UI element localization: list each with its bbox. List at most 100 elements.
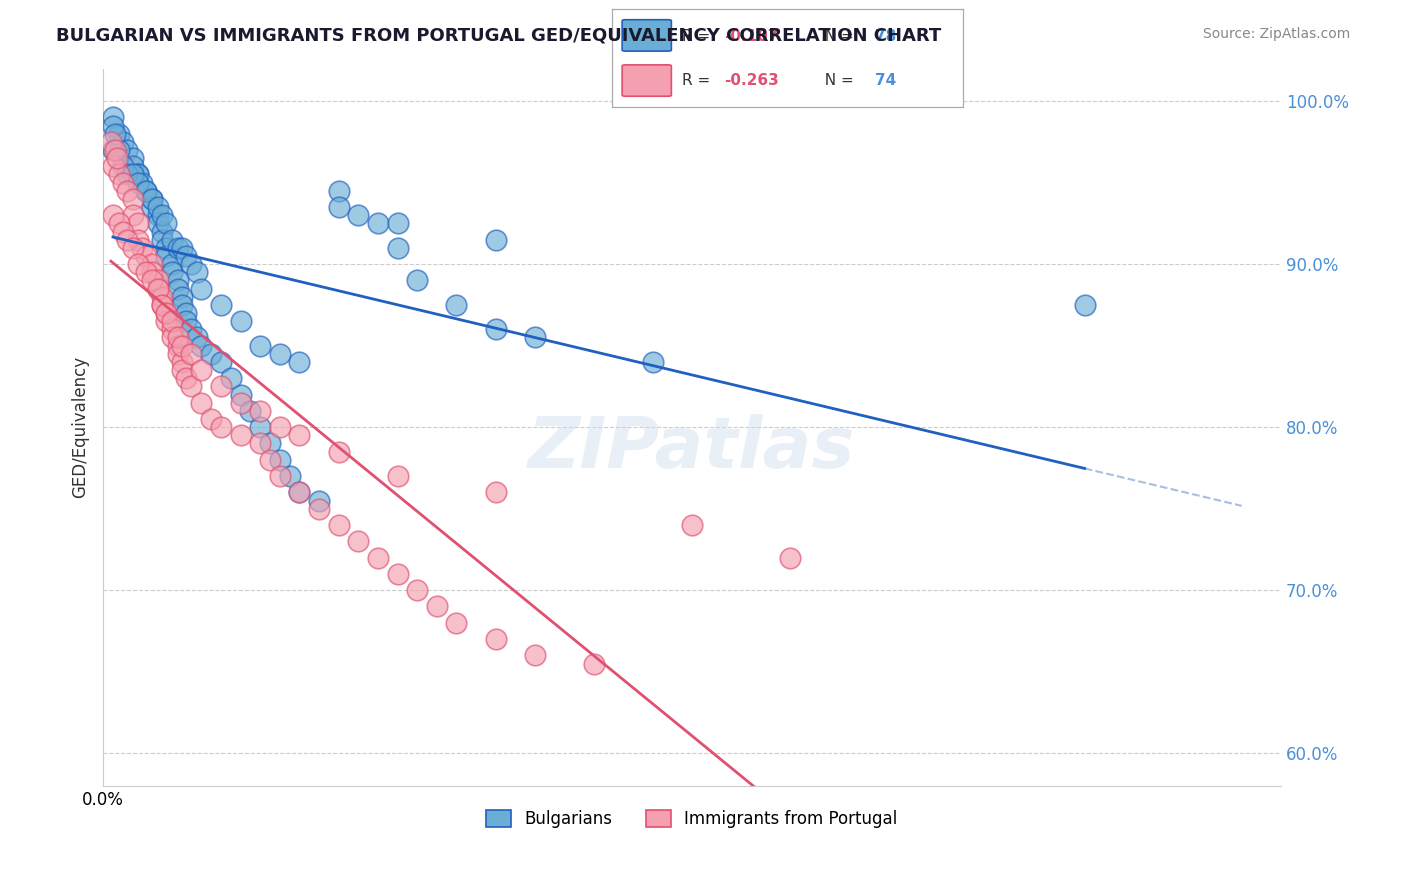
Point [229, 314, 252, 328]
Point [209, 298, 232, 312]
Text: 74: 74 [876, 73, 897, 88]
Point [150, 208, 173, 222]
Point [127, 233, 149, 247]
Point [121, 192, 143, 206]
Point [121, 208, 143, 222]
Point [150, 290, 173, 304]
Point [135, 265, 157, 279]
Point [269, 452, 291, 467]
Point [367, 216, 389, 230]
Point [121, 168, 143, 182]
Point [200, 412, 222, 426]
FancyBboxPatch shape [621, 65, 672, 96]
Point [288, 355, 311, 369]
Point [170, 290, 193, 304]
Point [278, 469, 301, 483]
Point [166, 273, 188, 287]
Point [347, 534, 370, 549]
Point [190, 395, 212, 409]
Point [135, 249, 157, 263]
Point [111, 135, 134, 149]
Point [115, 168, 138, 182]
Point [249, 338, 271, 352]
Point [131, 176, 153, 190]
Point [308, 501, 330, 516]
Point [308, 493, 330, 508]
Point [101, 119, 124, 133]
Text: -0.263: -0.263 [724, 73, 779, 88]
Point [155, 216, 177, 230]
Point [446, 298, 468, 312]
Point [150, 298, 173, 312]
Point [101, 143, 124, 157]
Point [249, 420, 271, 434]
Point [135, 184, 157, 198]
Y-axis label: GED/Equivalency: GED/Equivalency [72, 356, 89, 499]
FancyBboxPatch shape [621, 20, 672, 51]
Point [328, 518, 350, 533]
Point [209, 355, 232, 369]
Point [681, 518, 703, 533]
Point [141, 265, 163, 279]
Point [141, 273, 163, 287]
Point [524, 330, 547, 344]
Point [229, 395, 252, 409]
Legend: Bulgarians, Immigrants from Portugal: Bulgarians, Immigrants from Portugal [479, 804, 904, 835]
Point [141, 257, 163, 271]
Point [180, 347, 202, 361]
Point [209, 379, 232, 393]
Point [328, 184, 350, 198]
Point [387, 566, 409, 581]
Point [100, 135, 122, 149]
Point [269, 469, 291, 483]
Text: -0.107: -0.107 [724, 29, 779, 44]
Point [150, 233, 173, 247]
Point [166, 347, 188, 361]
Text: ZIPatlas: ZIPatlas [529, 414, 856, 483]
Point [219, 371, 242, 385]
Point [127, 168, 149, 182]
Text: R =: R = [682, 73, 716, 88]
Point [121, 241, 143, 255]
Point [108, 143, 131, 157]
Point [127, 168, 149, 182]
Point [190, 363, 212, 377]
Point [146, 282, 169, 296]
Point [146, 208, 169, 222]
Point [249, 404, 271, 418]
Point [186, 265, 208, 279]
Point [406, 273, 429, 287]
Point [121, 151, 143, 165]
Point [111, 159, 134, 173]
Text: N =: N = [815, 29, 859, 44]
Point [115, 233, 138, 247]
Point [155, 241, 177, 255]
Point [288, 485, 311, 500]
Point [1073, 298, 1095, 312]
Point [160, 322, 183, 336]
Point [249, 436, 271, 450]
Point [170, 241, 193, 255]
Point [121, 159, 143, 173]
Point [259, 436, 281, 450]
Point [160, 257, 183, 271]
Point [115, 184, 138, 198]
Text: R =: R = [682, 29, 716, 44]
Point [160, 330, 183, 344]
Point [150, 225, 173, 239]
Point [239, 404, 262, 418]
Point [146, 282, 169, 296]
Point [426, 599, 449, 614]
Point [328, 444, 350, 458]
Point [135, 184, 157, 198]
Point [101, 111, 124, 125]
Point [170, 338, 193, 352]
Point [387, 469, 409, 483]
Point [180, 379, 202, 393]
Point [155, 306, 177, 320]
Point [155, 306, 177, 320]
Point [288, 485, 311, 500]
Point [155, 249, 177, 263]
Point [160, 314, 183, 328]
Point [229, 387, 252, 401]
